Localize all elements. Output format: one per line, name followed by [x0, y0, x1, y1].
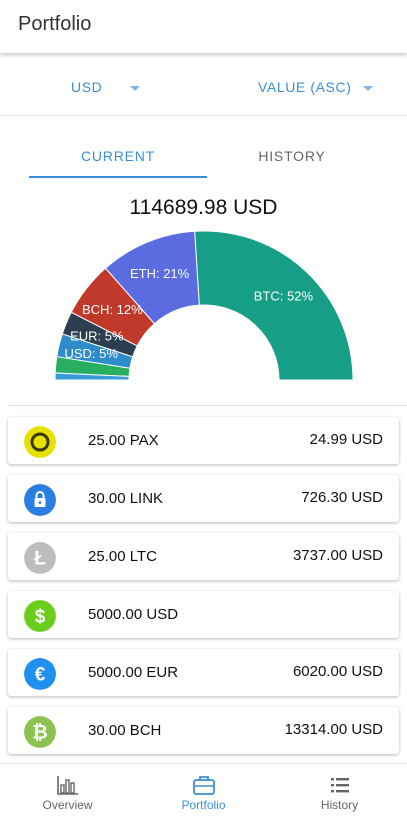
link-coin-icon	[24, 484, 56, 516]
holding-row[interactable]: €5000.00 EUR 6020.00 USD	[8, 649, 399, 696]
caret-down-icon	[130, 85, 141, 91]
holding-amount: 25.00 LTC	[88, 548, 157, 565]
sort-dropdown-label: VALUE (ASC)	[258, 79, 352, 95]
holding-amount: 30.00 LINK	[88, 490, 164, 507]
chart-slice	[54, 372, 130, 381]
slice-label: ETH: 21%	[130, 266, 190, 281]
svg-text:€: €	[35, 665, 46, 686]
allocation-chart: BTC: 52% ETH: 21% BCH: 12% EUR: 5% USD: 5%	[54, 230, 354, 381]
list-icon	[331, 778, 349, 793]
slice-label: EUR: 5%	[70, 329, 124, 344]
holding-row[interactable]: $5000.00 USD	[8, 591, 399, 638]
sort-dropdown[interactable]: VALUE (ASC)	[258, 79, 374, 95]
view-tabs: CURRENT HISTORY	[0, 116, 407, 180]
holding-value: 3737.00 USD	[292, 547, 383, 564]
holding-value: 13314.00 USD	[284, 721, 383, 738]
tab-history[interactable]: HISTORY	[258, 148, 326, 164]
ltc-coin-icon: Ł	[24, 542, 56, 574]
portfolio-total: 114689.98 USD	[129, 196, 278, 219]
pax-coin-icon	[24, 426, 56, 458]
svg-text:Ł: Ł	[34, 549, 46, 570]
holding-amount: 5000.00 USD	[88, 606, 179, 623]
svg-text:₿: ₿	[32, 723, 47, 744]
nav-portfolio[interactable]: Portfolio	[136, 764, 271, 819]
bar-chart-icon	[57, 776, 78, 795]
holding-amount: 25.00 PAX	[88, 432, 159, 449]
holding-row[interactable]: 30.00 LINK 726.30 USD	[8, 475, 399, 522]
holding-value: 726.30 USD	[301, 489, 383, 506]
eur-coin-icon: €	[24, 658, 56, 690]
tab-current[interactable]: CURRENT	[80, 148, 156, 164]
bch-coin-icon: ₿	[24, 716, 56, 748]
holding-value: 6020.00 USD	[292, 663, 383, 680]
holdings-list: 25.00 PAX 24.99 USD 30.00 LINK 726.30 USD Ł 2…	[8, 417, 399, 765]
usd-coin-icon: $	[24, 600, 56, 632]
briefcase-icon	[193, 776, 215, 795]
nav-portfolio-label: Portfolio	[181, 798, 226, 812]
slice-label: BTC: 52%	[254, 288, 314, 303]
bottom-navigation: Overview Portfolio History	[0, 763, 407, 819]
slice-label: USD: 5%	[64, 346, 118, 361]
holding-row[interactable]: ₿ 30.00 BCH 13314.00 USD	[8, 707, 399, 754]
currency-dropdown-label: USD	[71, 79, 103, 95]
app-bar: Portfolio	[0, 0, 407, 53]
page-title: Portfolio	[18, 13, 92, 35]
holding-amount: 30.00 BCH	[88, 722, 162, 739]
slice-label: BCH: 12%	[82, 302, 143, 317]
holding-row[interactable]: 25.00 PAX 24.99 USD	[8, 417, 399, 464]
divider	[8, 405, 407, 406]
svg-text:$: $	[35, 607, 46, 628]
currency-dropdown[interactable]: USD	[71, 79, 141, 95]
caret-down-icon	[363, 85, 374, 91]
nav-overview[interactable]: Overview	[0, 764, 135, 819]
holding-value: 24.99 USD	[309, 431, 383, 448]
active-tab-indicator	[29, 176, 207, 178]
holding-amount: 5000.00 EUR	[88, 664, 179, 681]
nav-history-label: History	[320, 798, 359, 812]
nav-history[interactable]: History	[272, 764, 407, 819]
chart-slice	[194, 230, 354, 381]
holding-row[interactable]: Ł 25.00 LTC 3737.00 USD	[8, 533, 399, 580]
nav-overview-label: Overview	[42, 798, 93, 812]
selectors-bar: USD VALUE (ASC)	[0, 53, 407, 116]
